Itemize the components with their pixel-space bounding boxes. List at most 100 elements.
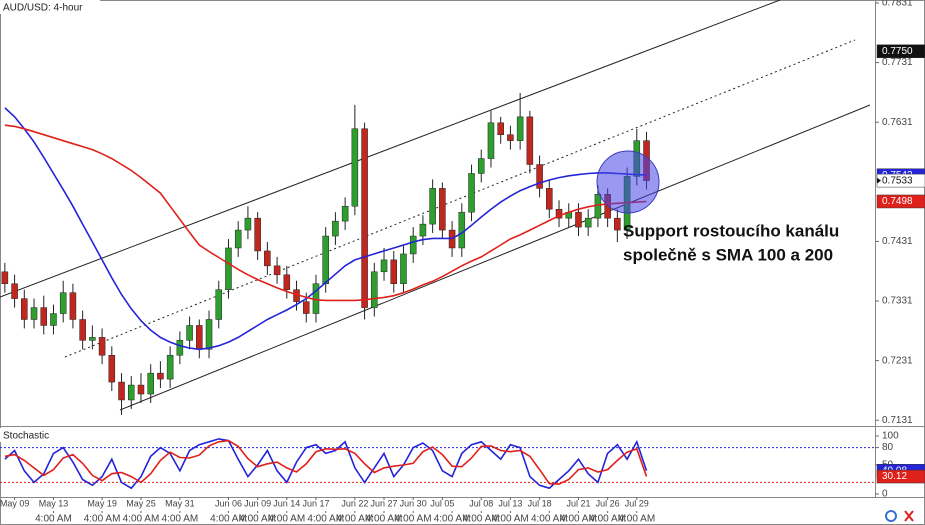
candle-body: [468, 173, 475, 213]
annotation: společně s SMA 100 a 200: [623, 245, 833, 264]
x-tick-label: 4:00 AM: [395, 514, 432, 525]
channel-lower: [119, 104, 871, 411]
stoch-label: 30.12: [882, 471, 907, 482]
chart-title: AUD/USD: 4-hour: [3, 3, 83, 14]
price-arrow: [877, 177, 881, 184]
candle-body: [176, 340, 184, 356]
candle-body: [118, 381, 125, 401]
y-tick-label: 0.7131: [882, 415, 913, 426]
x-tick-label: Jun 30: [400, 498, 427, 508]
last-price-label: 0.7533: [882, 175, 913, 186]
x-tick-label: May 25: [126, 498, 156, 508]
candle-body: [487, 122, 495, 159]
x-tick-label: 4:00 AM: [434, 514, 471, 525]
y-tick-label: 0.7231: [882, 355, 913, 366]
x-tick-label: Jun 27: [371, 498, 398, 508]
candle-body: [380, 259, 388, 273]
y-tick-label: 80: [882, 442, 894, 453]
y-tick-label: 0.7731: [882, 57, 913, 68]
candle-body: [89, 337, 96, 341]
icon[interactable]: [904, 510, 914, 522]
candle-body: [322, 235, 329, 284]
x-tick-label: Jul 05: [430, 498, 454, 508]
x-tick-label: Jun 22: [341, 498, 368, 508]
candle-body: [264, 250, 271, 267]
candle-body: [361, 128, 368, 308]
candle-body: [69, 292, 77, 320]
y-tick-label: 0: [882, 489, 888, 500]
candle-body: [273, 265, 281, 276]
candle-body: [526, 116, 534, 165]
candle-body: [536, 164, 543, 189]
candle-body: [50, 313, 57, 326]
x-tick-label: Jun 14: [273, 498, 300, 508]
channel-upper: [0, 0, 781, 298]
x-tick-label: Jun 09: [244, 498, 271, 508]
indicator-line: [4, 107, 647, 351]
candle-body: [137, 384, 145, 395]
x-tick-label: 4:00 AM: [366, 514, 403, 525]
candle-body: [351, 128, 359, 207]
x-tick-label: Jul 08: [469, 498, 493, 508]
x-tick-label: 4:00 AM: [337, 514, 374, 525]
candle-body: [302, 301, 310, 314]
candle-body: [234, 229, 242, 249]
candle-body: [614, 217, 621, 231]
candle-body: [244, 217, 252, 231]
title-bg: [0, 428, 70, 442]
indicator-line: [4, 438, 648, 490]
candle-body: [225, 247, 232, 290]
x-tick-label: 4:00 AM: [162, 514, 199, 525]
candle-body: [429, 188, 436, 225]
candle-body: [30, 307, 38, 320]
candle-body: [546, 188, 553, 210]
x-tick-label: 4:00 AM: [492, 514, 529, 525]
candle-body: [254, 217, 261, 252]
x-tick-label: May 19: [87, 498, 117, 508]
x-tick-label: May 31: [165, 498, 195, 508]
candle-body: [371, 271, 378, 308]
candle-body: [11, 283, 18, 299]
highlight-circle: [596, 150, 660, 214]
candle-body: [497, 122, 504, 135]
title-bg: [0, 0, 100, 14]
x-tick-label: 4:00 AM: [589, 514, 626, 525]
icon[interactable]: [885, 510, 897, 522]
candle-body: [127, 384, 135, 401]
candle-body: [409, 235, 417, 255]
candle-body: [40, 307, 48, 326]
x-tick-label: 4:00 AM: [307, 514, 344, 525]
candle-body: [594, 194, 602, 219]
candle-body: [419, 223, 427, 237]
candle-body: [555, 208, 563, 219]
candle-body: [477, 158, 485, 174]
candle-body: [166, 355, 174, 380]
price-marker: 0.7750: [882, 46, 913, 57]
candle-body: [59, 292, 67, 314]
candle-body: [157, 372, 164, 380]
x-tick-label: 4:00 AM: [84, 514, 121, 525]
indicator-line: [4, 124, 647, 302]
x-tick-label: Jul 13: [498, 498, 522, 508]
x-tick-label: 4:00 AM: [463, 514, 500, 525]
candle-body: [1, 271, 9, 284]
x-tick-label: 4:00 AM: [531, 514, 568, 525]
x-tick-label: Jun 17: [302, 498, 329, 508]
y-tick-label: 0.7631: [882, 117, 913, 128]
candle-body: [196, 325, 203, 350]
x-tick-label: Jul 29: [625, 498, 649, 508]
x-tick-label: May 13: [39, 498, 69, 508]
candle-body: [575, 211, 582, 228]
sma-label: 0.7498: [882, 196, 913, 207]
x-tick-label: 4:00 AM: [239, 514, 276, 525]
candle-body: [79, 319, 86, 341]
x-tick-label: 4:00 AM: [618, 514, 655, 525]
candle-body: [283, 274, 291, 290]
price-pane: [1, 92, 650, 415]
channel: [0, 0, 871, 411]
candle-body: [147, 372, 154, 395]
x-tick-label: 4:00 AM: [123, 514, 160, 525]
